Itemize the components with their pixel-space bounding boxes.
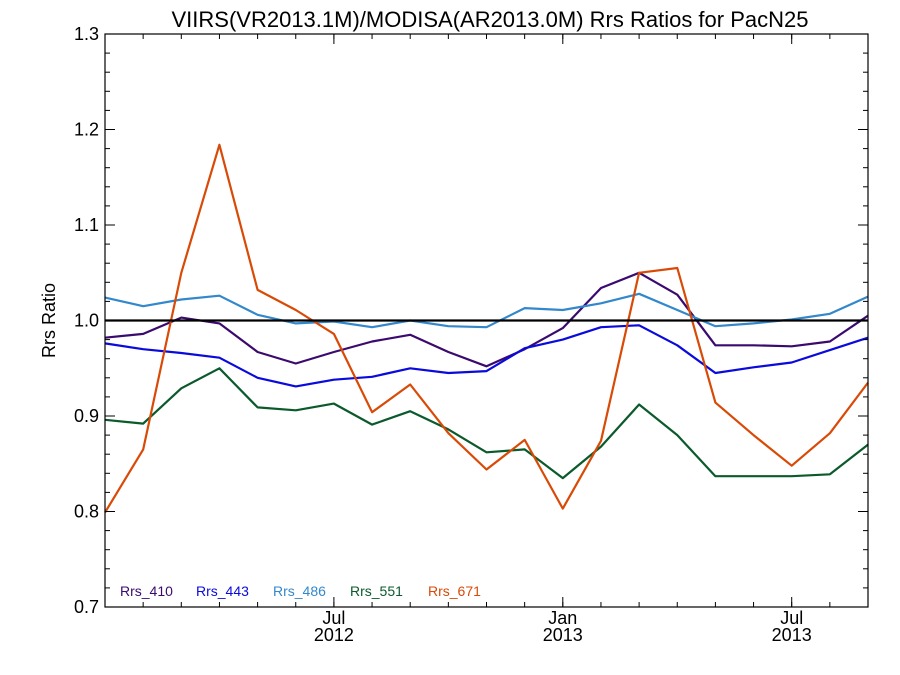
y-tick-label: 0.8 bbox=[74, 502, 99, 522]
series-line-rrs-443 bbox=[104, 324, 869, 388]
y-tick-label: 1.1 bbox=[74, 215, 99, 235]
legend-item-rrs-410: Rrs_410 bbox=[120, 583, 173, 599]
plot-series-layer bbox=[104, 143, 869, 514]
y-axis: 0.7 0.8 0.9 1.0 1.1 1.2 1.3 bbox=[74, 24, 868, 617]
legend-item-rrs-671: Rrs_671 bbox=[428, 583, 481, 599]
x-tick-label-month: Jan bbox=[548, 608, 577, 628]
series-line-rrs-486 bbox=[104, 292, 869, 329]
legend-item-rrs-551: Rrs_551 bbox=[350, 583, 403, 599]
x-tick-label-year: 2012 bbox=[314, 625, 354, 645]
series-line-rrs-410 bbox=[104, 271, 869, 368]
y-tick-label: 0.9 bbox=[74, 406, 99, 426]
y-tick-label: 1.2 bbox=[74, 120, 99, 140]
x-tick-label-month: Jul bbox=[780, 608, 803, 628]
chart-title: VIIRS(VR2013.1M)/MODISA(AR2013.0M) Rrs R… bbox=[172, 7, 809, 32]
legend-item-rrs-443: Rrs_443 bbox=[196, 583, 249, 599]
y-axis-label: Rrs Ratio bbox=[39, 283, 59, 358]
x-tick-label-year: 2013 bbox=[543, 625, 583, 645]
series-line-rrs-551 bbox=[104, 367, 869, 480]
y-tick-label: 1.3 bbox=[74, 24, 99, 44]
series-line-rrs-671 bbox=[104, 143, 869, 514]
y-tick-label: 1.0 bbox=[74, 311, 99, 331]
legend: Rrs_410 Rrs_443 Rrs_486 Rrs_551 Rrs_671 bbox=[120, 583, 481, 599]
x-tick-label-month: Jul bbox=[322, 608, 345, 628]
y-tick-label: 0.7 bbox=[74, 597, 99, 617]
x-tick-label-year: 2013 bbox=[772, 625, 812, 645]
legend-item-rrs-486: Rrs_486 bbox=[273, 583, 326, 599]
